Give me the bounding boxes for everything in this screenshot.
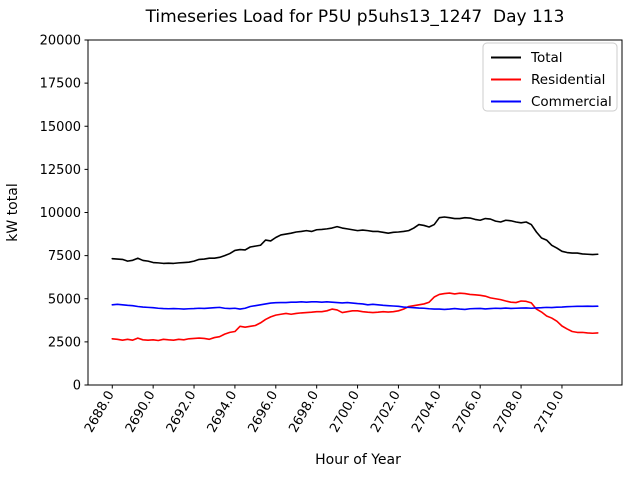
x-tick-label: 2688.0 xyxy=(82,389,118,436)
y-axis-label: kW total xyxy=(5,183,21,241)
legend-label-commercial: Commercial xyxy=(531,94,612,110)
y-tick-label: 7500 xyxy=(48,249,81,264)
x-tick-label: 2704.0 xyxy=(409,389,445,436)
x-axis-label: Hour of Year xyxy=(315,452,401,468)
y-tick-label: 20000 xyxy=(40,34,81,49)
series-line-commercial xyxy=(111,301,599,311)
x-tick-label: 2696.0 xyxy=(246,389,282,436)
y-tick-label: 15000 xyxy=(40,120,81,135)
x-tick-label: 2690.0 xyxy=(123,389,159,436)
series-lines xyxy=(111,216,599,342)
x-tick-label: 2706.0 xyxy=(450,389,486,436)
chart-title: Timeseries Load for P5U p5uhs13_1247 Day… xyxy=(145,7,565,27)
x-tick-label: 2702.0 xyxy=(368,389,404,436)
legend-entry-residential: Residential xyxy=(491,72,605,88)
series-line-total xyxy=(111,216,599,265)
x-tick-label: 2698.0 xyxy=(286,389,322,436)
y-tick-label: 10000 xyxy=(40,206,81,221)
x-tick-label: 2694.0 xyxy=(205,389,241,436)
legend-label-residential: Residential xyxy=(531,72,605,88)
x-tick-label: 2710.0 xyxy=(532,389,568,436)
x-tick-label: 2708.0 xyxy=(491,389,527,436)
x-tick-label: 2692.0 xyxy=(164,389,200,436)
series-line-residential xyxy=(111,292,599,342)
y-tick-label: 0 xyxy=(73,379,81,394)
x-tick-label: 2700.0 xyxy=(327,389,363,436)
legend-box xyxy=(482,42,618,112)
legend: Total Residential Commercial xyxy=(482,42,618,112)
y-tick-label: 17500 xyxy=(40,77,81,92)
y-tick-label: 12500 xyxy=(40,163,81,178)
y-tick-label: 2500 xyxy=(48,335,81,350)
legend-entry-total: Total xyxy=(491,50,563,66)
y-tick-label: 5000 xyxy=(48,292,81,307)
legend-entry-commercial: Commercial xyxy=(491,94,612,110)
legend-label-total: Total xyxy=(530,50,563,66)
